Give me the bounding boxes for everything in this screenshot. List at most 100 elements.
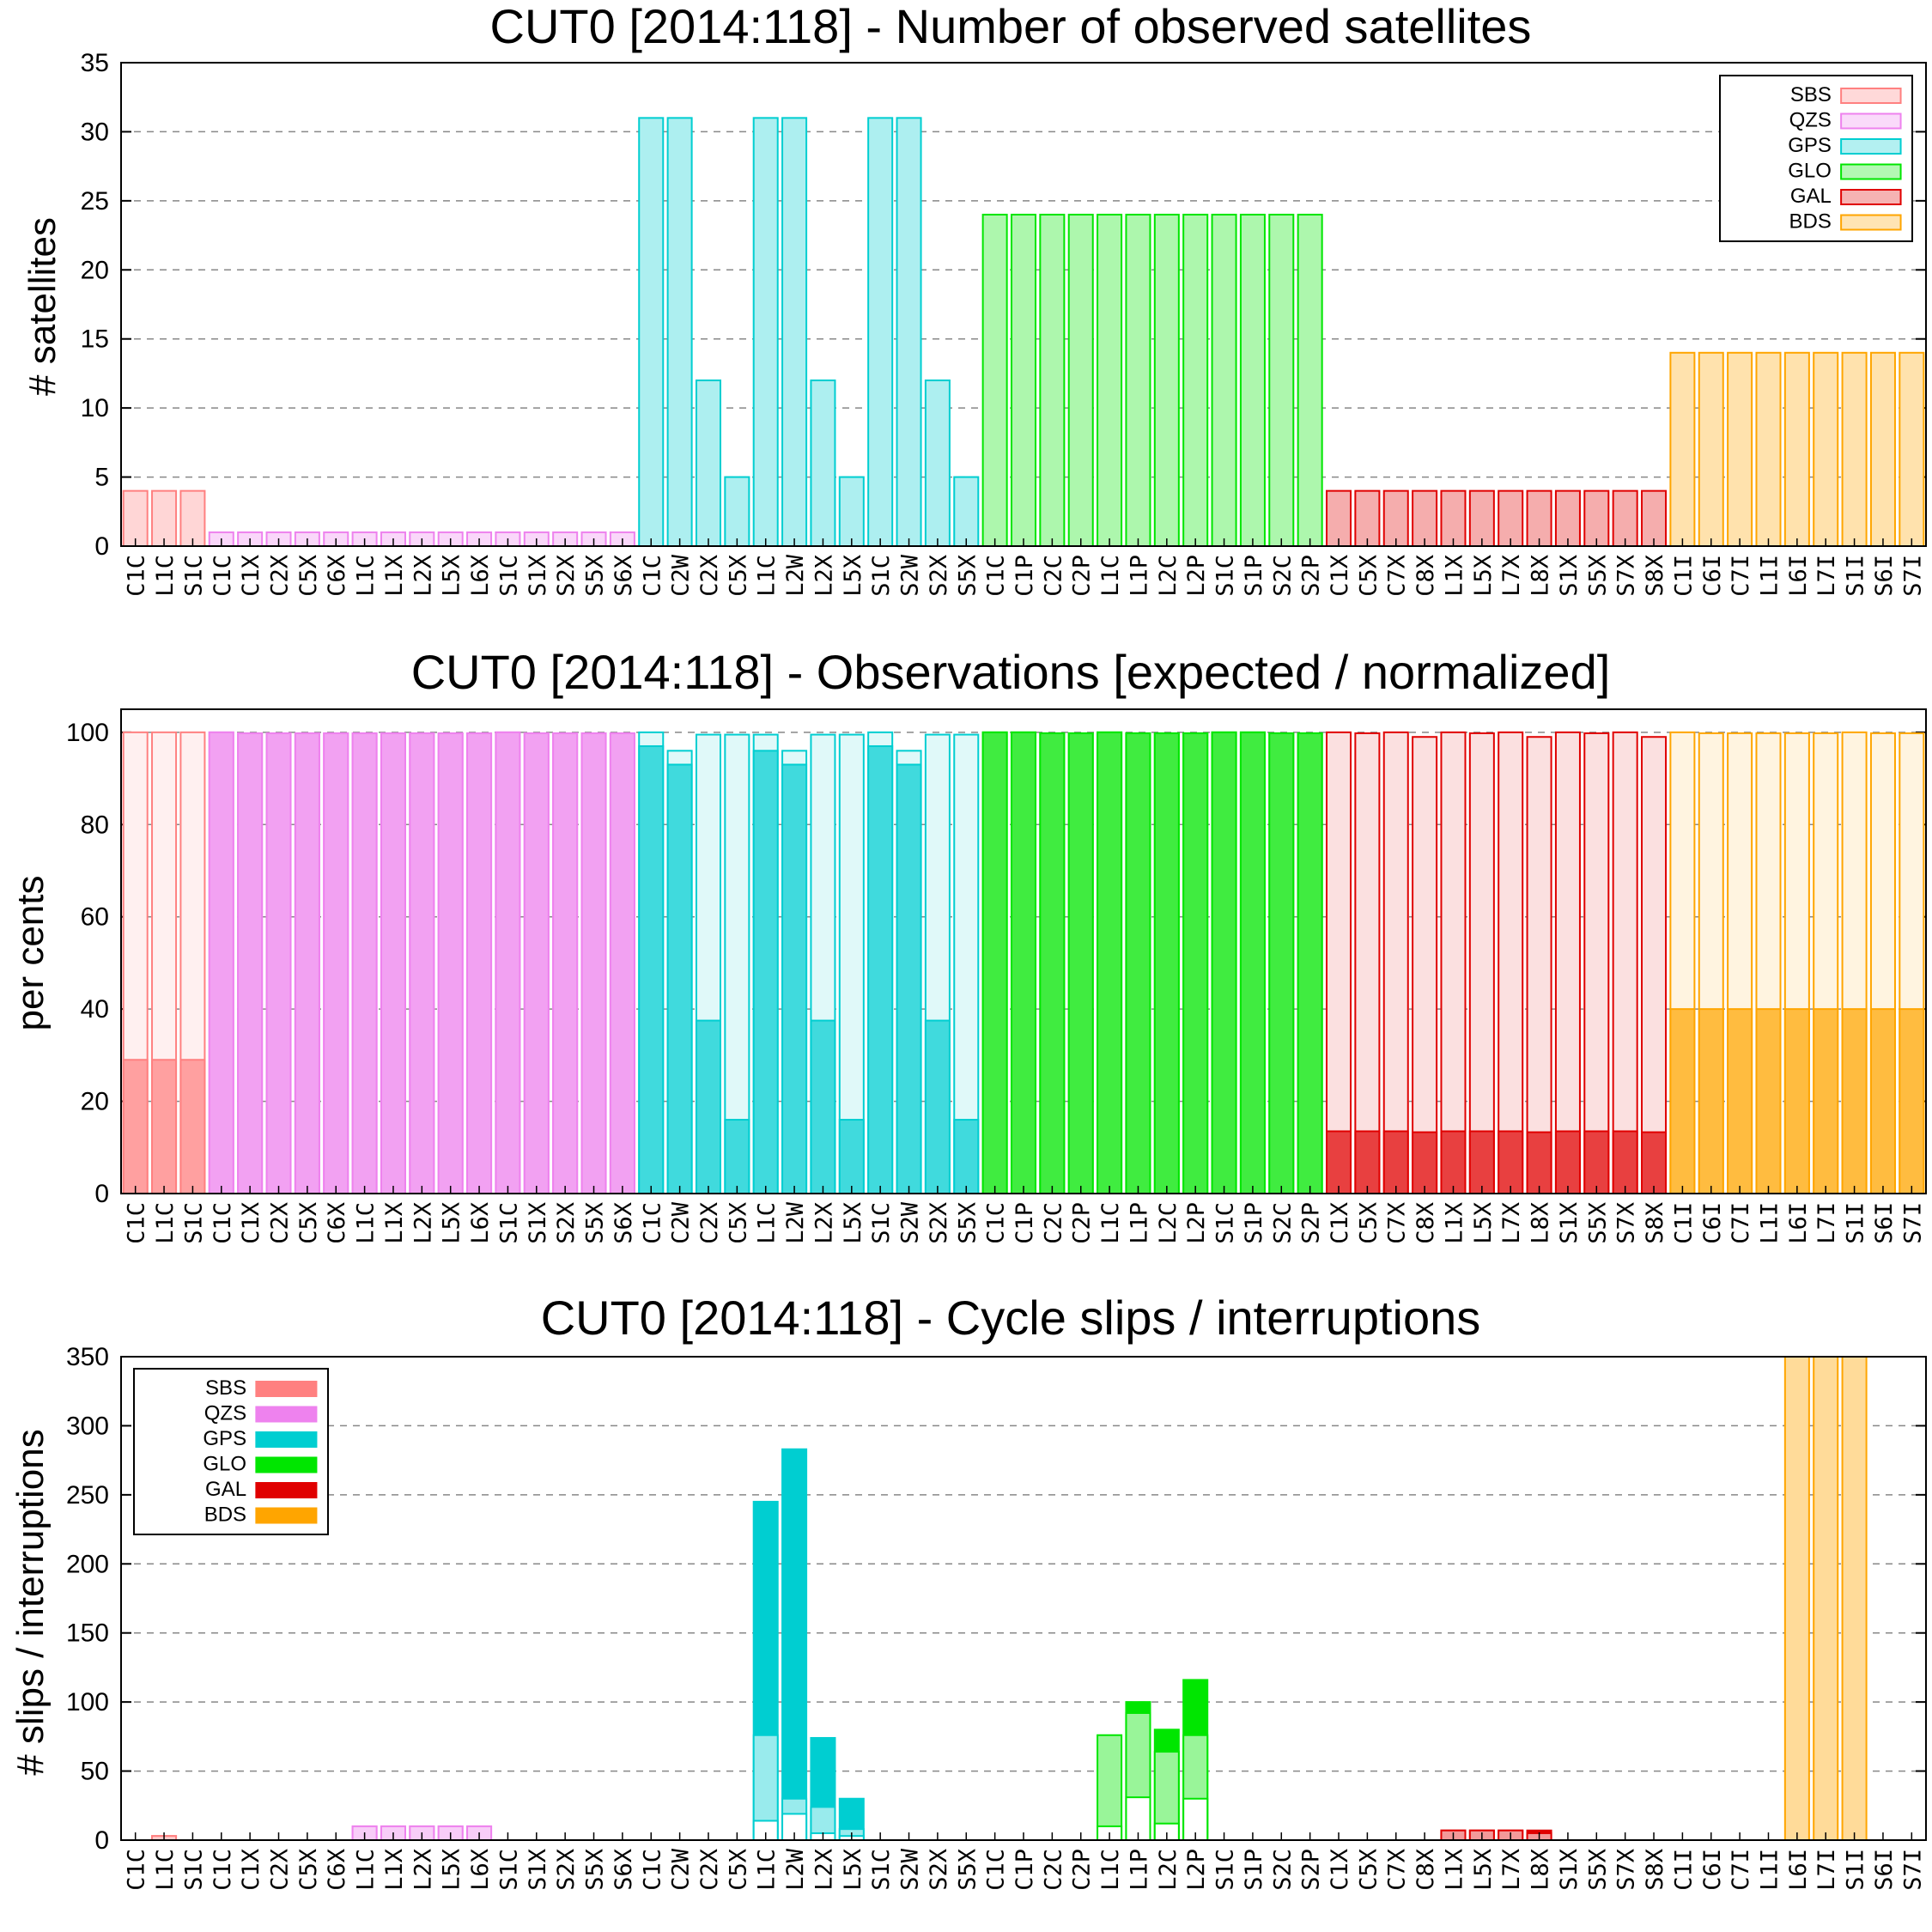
bar [1583,732,1610,1194]
x-tick-label: L2C [1155,555,1182,597]
bar [1067,213,1094,547]
x-tick-label: S2W [897,1848,924,1891]
bar [896,763,922,1194]
x-tick-label: C2C [1040,1202,1066,1244]
bar [409,732,435,1194]
y-tick-label: 10 [81,394,109,422]
x-tick-label: L2X [410,1202,436,1244]
x-tick-label: S1X [525,1849,551,1891]
x-tick-label: L6I [1785,1849,1812,1891]
x-tick-label: S5X [582,555,609,597]
x-tick-label: L1P [1126,1849,1152,1891]
bar [1813,351,1839,547]
x-tick-label: L6I [1785,1202,1812,1244]
bar [924,379,951,547]
legend-swatch [1840,88,1902,104]
x-tick-label: S2W [897,1201,924,1244]
bar [1382,489,1409,548]
x-tick-label: L1C [152,1202,179,1244]
bar [666,117,693,547]
bar [380,732,406,1194]
x-tick-label: S1C [1212,1202,1239,1244]
legend-label: QZS [204,1402,246,1425]
bar [1440,1130,1467,1194]
bar [838,476,865,547]
x-tick-label: S1X [525,555,551,597]
bar [122,489,149,548]
bar [1239,731,1266,1194]
bar [666,763,693,1194]
x-tick-label: C1X [238,1849,264,1891]
x-tick-label: L2X [811,555,837,597]
panel-observations: CUT0 [2014:118] - Observations [expected… [9,645,1927,1244]
x-tick-label: C5X [295,1202,322,1244]
x-tick-label: L5X [439,1202,465,1244]
x-tick-label: C1C [124,1202,150,1244]
bar [953,733,980,1194]
x-tick-label: C6I [1699,1202,1726,1244]
bar [1641,489,1668,548]
bar [1412,736,1438,1194]
legend-label: SBS [1790,83,1832,106]
bar [1641,736,1668,1194]
x-tick-label: C1C [210,1202,236,1244]
x-tick-label: L8X [1528,555,1554,597]
x-tick-label: C2P [1069,1849,1096,1891]
x-tick-label: S7X [1613,1849,1640,1891]
x-tick-label: S8X [1642,1202,1668,1244]
bar [838,733,865,1194]
x-tick-label: L1I [1756,1202,1783,1244]
bar [1412,489,1438,548]
x-tick-label: C7I [1728,1849,1754,1891]
x-tick-label: C2X [696,1202,723,1244]
bar [1297,732,1323,1194]
x-tick-label: C6I [1699,555,1726,597]
bar [609,732,635,1194]
x-tick-label: L1C [754,1202,781,1244]
x-tick-label: C8X [1413,1849,1439,1891]
bar [1468,1130,1495,1194]
y-tick-label: 0 [94,532,109,561]
bar [896,117,922,547]
bar [1468,732,1495,1194]
bar [1010,213,1037,547]
x-tick-label: L1C [1097,1202,1124,1244]
y-tick-label: 250 [66,1481,109,1510]
bar [208,731,234,1194]
bar [724,476,750,547]
x-tick-label: C7I [1728,555,1754,597]
x-tick-label: C1C [210,1849,236,1891]
bar [867,117,894,547]
x-tick-label: S6I [1871,1849,1898,1891]
x-tick-label: S6X [611,1202,637,1244]
legend-swatch [255,1381,318,1397]
bar [151,489,178,548]
x-tick-label: S2X [553,555,580,597]
bar [466,732,493,1194]
bar [1869,1008,1896,1194]
x-tick-label: S1C [495,1849,522,1891]
x-tick-label: S5X [1584,555,1611,597]
x-tick-label: C2X [696,1849,723,1891]
x-tick-label: L8X [1528,1849,1554,1891]
x-tick-label: C1X [1327,1849,1353,1891]
bar [1326,489,1352,548]
bar [1211,213,1237,547]
x-tick-label: L2P [1183,1849,1210,1891]
x-tick-label: L1X [381,1202,408,1244]
bar [1554,489,1581,548]
bar [1440,489,1467,548]
x-tick-label: L1I [1756,555,1783,597]
legend-swatch [1840,112,1902,130]
x-tick-label: C1P [1012,555,1038,597]
x-tick-label: L6I [1785,555,1812,597]
x-tick-label: C2X [696,555,723,597]
x-tick-label: L1C [353,1849,380,1891]
x-tick-label: C5X [295,555,322,597]
x-tick-label: L1C [353,555,380,597]
x-tick-label: C1I [1670,1202,1697,1244]
y-tick-label: 20 [81,256,109,284]
x-tick-label: S1P [1241,555,1267,597]
bar [781,1448,808,1841]
x-tick-label: S2P [1298,1202,1325,1244]
